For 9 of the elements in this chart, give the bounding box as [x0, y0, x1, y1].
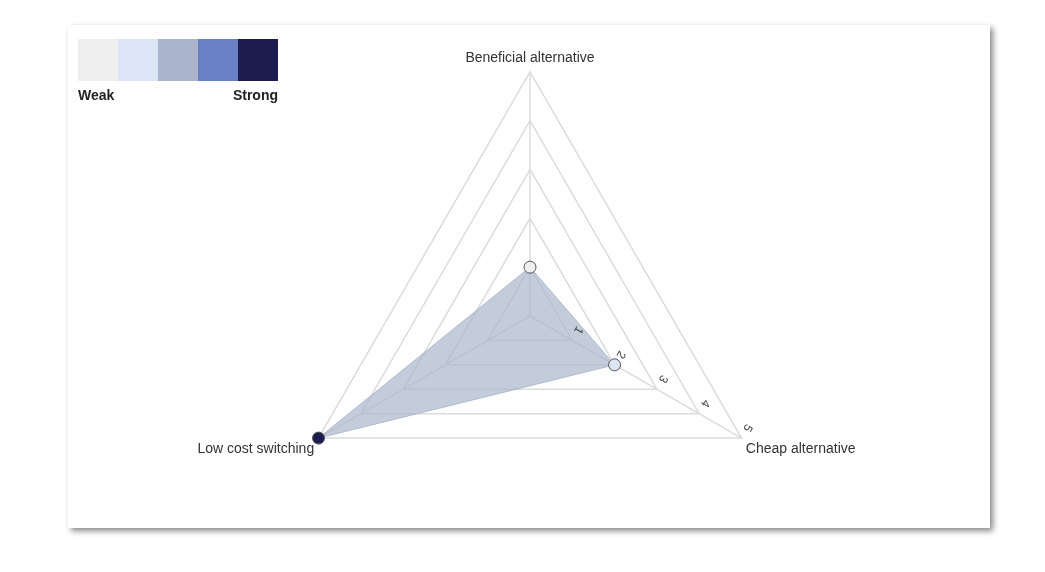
y-tick-label: 4 [697, 397, 714, 411]
y-tick-label: 2 [613, 348, 629, 362]
color-scale-legend: Weak Strong [78, 39, 278, 109]
spoke-label: Low cost switching [197, 439, 315, 456]
spoke-label: Beneficial alternative [465, 49, 595, 66]
y-tick-label: 1 [571, 323, 587, 338]
y-tick-label: 5 [740, 421, 756, 435]
y-tick-label: 3 [655, 372, 672, 386]
spoke-label: Cheap alternative [745, 439, 856, 456]
